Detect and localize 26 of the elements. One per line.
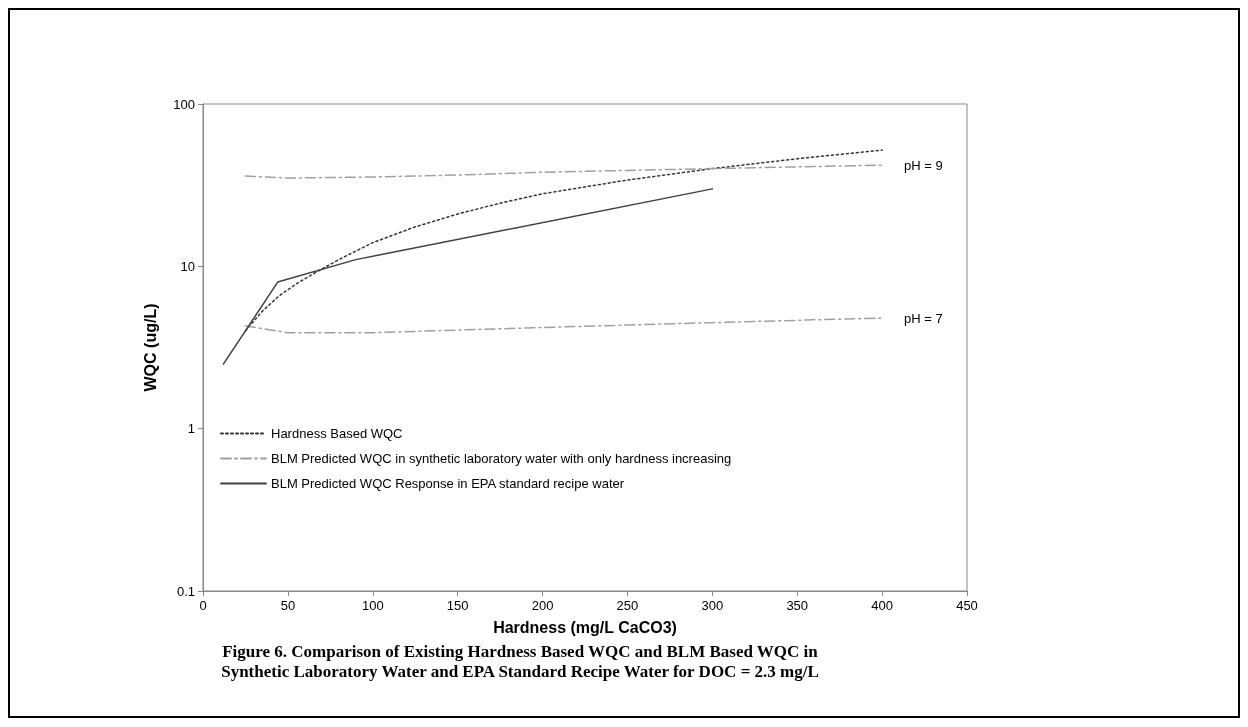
y-tick-label: 0.1	[176, 583, 195, 599]
x-axis-title: Hardness (mg/L CaCO3)	[493, 618, 677, 636]
x-tick-label: 0	[199, 598, 207, 613]
x-tick-label: 100	[361, 598, 384, 613]
line-series	[244, 164, 883, 179]
annotation: pH = 9	[904, 157, 943, 173]
y-axis-title: WQC (ug/L)	[141, 303, 159, 392]
x-tick-label: 250	[616, 598, 639, 613]
line-series	[244, 149, 883, 332]
y-tick-label: 100	[173, 96, 195, 112]
x-tick-label: 450	[956, 598, 978, 613]
line-series	[222, 188, 714, 365]
annotation: pH = 7	[904, 310, 943, 326]
y-tick-label: 1	[187, 421, 195, 437]
line-series	[244, 317, 883, 334]
x-tick-label: 400	[871, 598, 893, 613]
legend-label: BLM Predicted WQC in synthetic laboratory water with only hardness increasing	[271, 451, 732, 466]
x-tick-label: 350	[786, 598, 809, 613]
y-tick-label: 10	[180, 258, 195, 274]
text: Figure 6. Comparison of Existing Hardness Based WQC and BLM Based WQC in Synthetic Laboratory Water and EPA Standard Recipe Water for DOC = 2.3 mg/L	[220, 642, 820, 682]
legend-label: BLM Predicted WQC Response in EPA standard recipe water	[271, 476, 625, 491]
x-tick-label: 50	[280, 598, 296, 613]
x-tick-label: 150	[446, 598, 469, 613]
legend-label: Hardness Based WQC	[271, 426, 403, 441]
x-tick-label: 200	[531, 598, 554, 613]
x-tick-label: 300	[701, 598, 724, 613]
